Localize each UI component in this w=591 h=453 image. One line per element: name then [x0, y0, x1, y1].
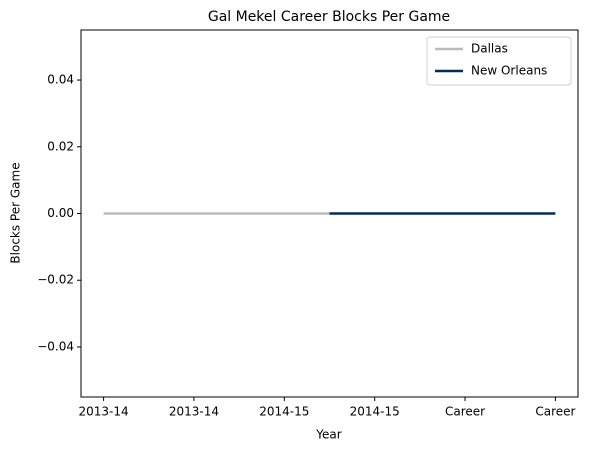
y-tick-label: 0.04	[47, 73, 74, 87]
x-tick-label: Career	[535, 405, 575, 419]
x-tick-label: 2013-14	[169, 405, 219, 419]
plot-frame	[80, 29, 579, 398]
chart-title: Gal Mekel Career Blocks Per Game	[208, 9, 450, 25]
y-tick-label: 0.02	[47, 139, 74, 153]
x-tick-label: 2014-15	[350, 405, 400, 419]
legend-label: New Orleans	[471, 64, 547, 78]
x-tick-label: Career	[445, 405, 485, 419]
x-axis-label: Year	[315, 428, 341, 442]
y-tick-label: 0.00	[47, 206, 74, 220]
x-tick-label: 2013-14	[79, 405, 129, 419]
y-tick-label: −0.04	[37, 339, 74, 353]
legend-label: Dallas	[471, 42, 508, 56]
x-tick-label: 2014-15	[259, 405, 309, 419]
y-axis-label: Blocks Per Game	[9, 162, 23, 263]
y-tick-label: −0.02	[37, 273, 74, 287]
